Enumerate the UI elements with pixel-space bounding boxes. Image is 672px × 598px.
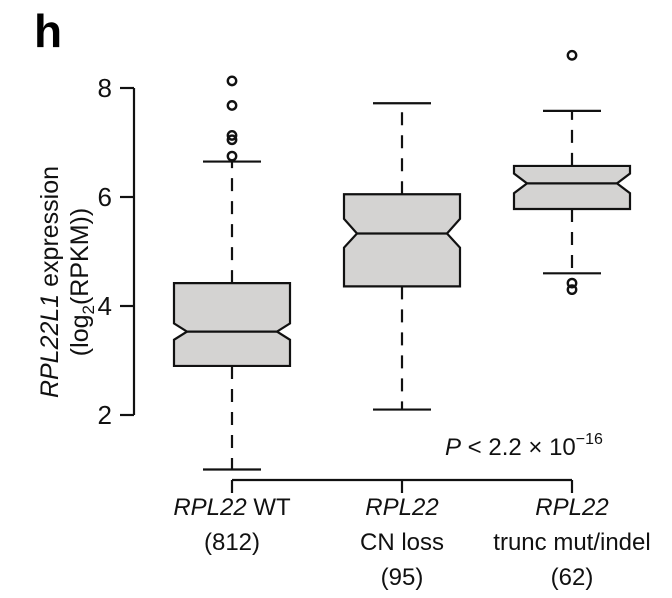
outlier-point bbox=[226, 134, 238, 146]
category-label-line3: (62) bbox=[551, 564, 594, 591]
y-tick-label: 4 bbox=[98, 291, 112, 321]
outlier-point bbox=[226, 130, 238, 141]
boxes bbox=[172, 49, 632, 471]
y-axis-title-line2: (log2(RPKM)) bbox=[66, 208, 98, 356]
outlier-point bbox=[226, 150, 238, 162]
outlier-point bbox=[566, 49, 578, 61]
category-label-line2: trunc mut/indel bbox=[493, 529, 650, 556]
p-value-annotation: P < 2.2 × 10−16 bbox=[445, 431, 603, 461]
y-axis: 2 4 6 8 bbox=[98, 73, 136, 430]
category-labels: RPL22 WT (812) RPL22 CN loss (95) RPL22 trunc … bbox=[173, 494, 650, 591]
y-tick-label: 8 bbox=[98, 73, 112, 103]
x-axis bbox=[230, 478, 574, 493]
category-label-line3: (95) bbox=[381, 564, 424, 591]
box bbox=[512, 164, 632, 211]
panel-letter: h bbox=[34, 5, 62, 57]
category-label-line1: RPL22 bbox=[535, 494, 608, 521]
category-label-line2: (812) bbox=[204, 529, 260, 556]
category-label-line1: RPL22 bbox=[365, 494, 438, 521]
box-group bbox=[512, 49, 632, 296]
y-tick-label: 2 bbox=[98, 400, 112, 430]
category-label-line2: CN loss bbox=[360, 529, 444, 556]
y-tick-label: 6 bbox=[98, 182, 112, 212]
outlier-point bbox=[226, 100, 238, 111]
y-axis-title: RPL22L1 expression (log2(RPKM)) bbox=[36, 166, 98, 398]
outlier-point bbox=[226, 75, 238, 87]
outlier-point bbox=[566, 277, 578, 289]
outlier-point bbox=[566, 284, 578, 296]
box bbox=[172, 282, 292, 368]
box bbox=[342, 193, 462, 288]
y-axis-title-line1: RPL22L1 expression bbox=[36, 166, 64, 398]
box-group bbox=[342, 102, 462, 411]
box-group bbox=[172, 75, 292, 471]
category-label-line1: RPL22 WT bbox=[173, 494, 291, 521]
